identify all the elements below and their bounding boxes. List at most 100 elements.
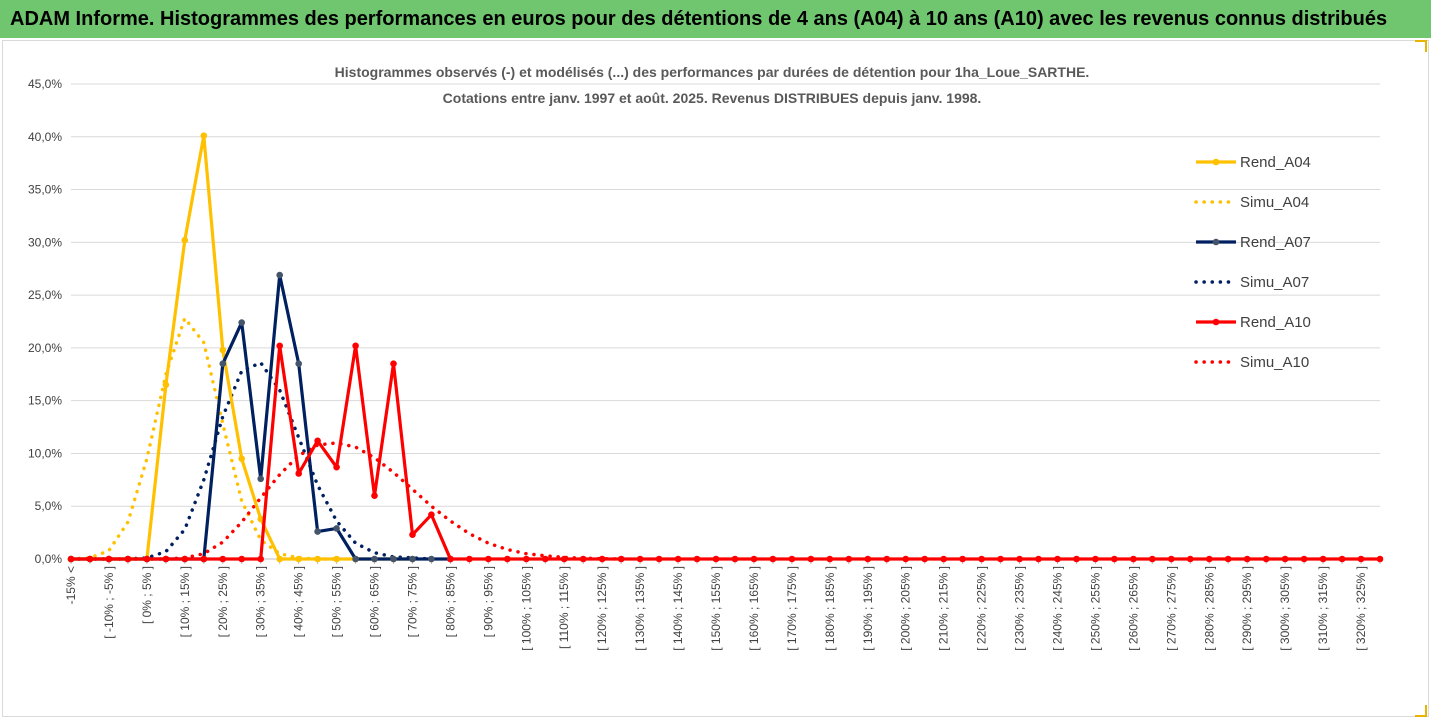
x-tick-label: [ 270% ; 275% ] xyxy=(1164,566,1178,651)
x-tick-label: [ 110% ; 115% ] xyxy=(557,566,571,649)
data-point xyxy=(1243,555,1251,563)
data-point xyxy=(1187,555,1194,563)
data-point xyxy=(162,381,170,389)
selection-corner-top-right xyxy=(1415,40,1427,52)
legend-item-rend-a04[interactable]: Rend_A04 xyxy=(1196,154,1311,171)
legend-item-rend-a07[interactable]: Rend_A07 xyxy=(1196,234,1311,251)
x-tick-label: [ 240% ; 245% ] xyxy=(1050,566,1064,651)
data-point xyxy=(295,360,303,368)
data-point xyxy=(67,555,75,563)
x-tick-label: [ 90% ; 95% ] xyxy=(481,566,495,637)
data-point xyxy=(921,555,928,563)
data-point xyxy=(1073,555,1080,563)
x-tick-label: [ 230% ; 235% ] xyxy=(1013,566,1027,651)
data-point xyxy=(333,555,340,563)
x-tick-label: [ 320% ; 325% ] xyxy=(1354,566,1368,651)
data-point xyxy=(1319,555,1327,563)
x-tick-label: [ 30% ; 35% ] xyxy=(254,566,268,637)
x-tick-label: [ 190% ; 195% ] xyxy=(861,566,875,651)
data-point xyxy=(238,455,245,463)
series-line xyxy=(71,134,413,561)
data-point xyxy=(940,555,947,563)
x-tick-label: [ 120% ; 125% ] xyxy=(595,566,609,651)
x-tick-label: [ 70% ; 75% ] xyxy=(405,566,419,637)
y-tick-label: 5,0% xyxy=(35,499,63,513)
legend-item-simu-a04[interactable]: Simu_A04 xyxy=(1194,194,1309,211)
chart-title: Histogrammes observés (-) et modélisés (… xyxy=(335,64,1090,106)
data-point xyxy=(997,555,1004,563)
y-tick-label: 35,0% xyxy=(28,183,62,197)
data-point xyxy=(1262,555,1270,563)
data-point xyxy=(485,555,492,563)
x-tick-label: [ 150% ; 155% ] xyxy=(709,566,723,651)
data-point xyxy=(598,555,606,563)
data-point xyxy=(371,555,378,563)
y-tick-label: 10,0% xyxy=(28,446,62,460)
data-point xyxy=(617,555,625,563)
data-point xyxy=(86,555,94,563)
data-point xyxy=(560,555,568,563)
data-point xyxy=(1224,555,1232,563)
x-tick-label: [ 40% ; 45% ] xyxy=(292,566,306,637)
chart-series xyxy=(67,132,1384,563)
series-rend-a04 xyxy=(67,132,416,563)
y-tick-label: 40,0% xyxy=(28,130,62,144)
legend-label: Rend_A07 xyxy=(1240,234,1311,251)
data-point xyxy=(1035,555,1042,563)
x-axis: -15% < [ -10% ; -5% ] [ 0% ; 5% ] [ 10% ; 1… xyxy=(64,559,1381,651)
x-tick-label: [ 10% ; 15% ] xyxy=(178,566,192,637)
x-tick-label: [ 300% ; 305% ] xyxy=(1278,566,1292,651)
legend-item-rend-a10[interactable]: Rend_A10 xyxy=(1196,314,1311,331)
x-tick-label: [ 160% ; 165% ] xyxy=(747,566,761,651)
x-tick-label: [ 0% ; 5% ] xyxy=(140,566,154,624)
data-point xyxy=(1016,555,1023,563)
x-tick-label: [ -10% ; -5% ] xyxy=(102,566,116,639)
data-point xyxy=(826,555,834,563)
data-point xyxy=(769,555,777,563)
data-point xyxy=(1130,555,1137,563)
data-point xyxy=(238,555,245,563)
data-point xyxy=(712,555,720,563)
y-tick-label: 30,0% xyxy=(28,235,62,249)
data-point xyxy=(257,475,265,483)
data-point xyxy=(807,555,815,563)
x-tick-label: [ 250% ; 255% ] xyxy=(1088,566,1102,651)
report-banner: ADAM Informe. Histogrammes des performan… xyxy=(0,0,1431,38)
data-point xyxy=(1281,555,1289,563)
data-point xyxy=(314,555,321,563)
legend-label: Rend_A10 xyxy=(1240,314,1311,331)
data-point xyxy=(1206,555,1213,563)
data-point xyxy=(219,346,227,354)
data-point xyxy=(1300,555,1308,563)
legend-item-simu-a07[interactable]: Simu_A07 xyxy=(1194,274,1309,291)
legend-label: Simu_A07 xyxy=(1240,274,1309,291)
y-tick-label: 20,0% xyxy=(28,341,62,355)
data-point xyxy=(978,555,985,563)
data-point xyxy=(447,555,454,563)
y-tick-label: 15,0% xyxy=(28,394,62,408)
data-point xyxy=(314,437,321,445)
data-point xyxy=(1338,555,1346,563)
data-point xyxy=(352,342,359,350)
data-point xyxy=(1357,555,1365,563)
x-tick-label: [ 60% ; 65% ] xyxy=(368,566,382,637)
x-tick-label: -15% < xyxy=(64,566,78,604)
data-point xyxy=(959,555,966,563)
data-point xyxy=(902,555,909,563)
data-point xyxy=(655,555,663,563)
data-point xyxy=(276,555,284,563)
data-point xyxy=(788,555,796,563)
data-point xyxy=(333,463,340,471)
data-point xyxy=(636,555,644,563)
x-tick-label: [ 260% ; 265% ] xyxy=(1126,566,1140,651)
chart-title-line-1: Histogrammes observés (-) et modélisés (… xyxy=(335,64,1090,80)
legend-item-simu-a10[interactable]: Simu_A10 xyxy=(1194,354,1309,371)
chart-legend[interactable]: Rend_A04 Simu_A04 Rend_A07 Simu_A07 Rend_A10… xyxy=(1194,154,1311,371)
x-tick-label: [ 310% ; 315% ] xyxy=(1316,566,1330,651)
data-point xyxy=(409,555,416,563)
data-point xyxy=(162,555,170,563)
y-tick-label: 45,0% xyxy=(28,77,62,91)
legend-label: Simu_A04 xyxy=(1240,194,1309,211)
data-point xyxy=(731,555,739,563)
